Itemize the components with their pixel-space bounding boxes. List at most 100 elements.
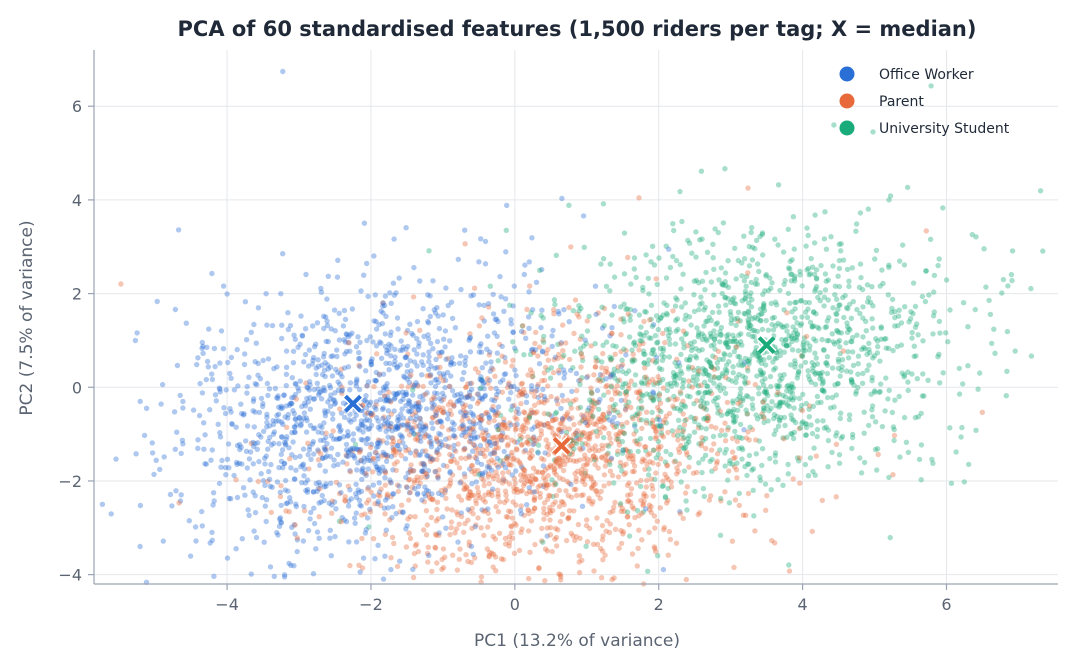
point-parent bbox=[491, 447, 498, 453]
point-parent bbox=[714, 458, 720, 464]
point-parent bbox=[584, 539, 591, 545]
point-parent bbox=[446, 383, 453, 390]
point-parent bbox=[587, 525, 593, 532]
point-university-student bbox=[635, 448, 641, 455]
point-parent bbox=[475, 414, 482, 421]
point-office-worker bbox=[530, 441, 536, 448]
point-parent bbox=[622, 407, 629, 413]
point-university-student bbox=[726, 408, 732, 414]
point-parent bbox=[481, 482, 487, 489]
point-office-worker bbox=[358, 458, 364, 464]
point-office-worker bbox=[373, 406, 379, 412]
point-parent bbox=[809, 528, 815, 535]
point-university-student bbox=[727, 309, 733, 315]
point-parent bbox=[589, 390, 595, 396]
point-university-student bbox=[759, 326, 766, 333]
point-parent bbox=[347, 469, 354, 475]
point-office-worker bbox=[327, 385, 334, 391]
point-office-worker bbox=[137, 502, 144, 509]
point-office-worker bbox=[284, 434, 290, 440]
point-office-worker bbox=[291, 563, 297, 569]
point-university-student bbox=[920, 338, 926, 344]
point-office-worker bbox=[219, 457, 225, 464]
point-university-student bbox=[634, 410, 641, 416]
point-parent bbox=[545, 441, 551, 447]
point-office-worker bbox=[327, 364, 334, 370]
point-university-student bbox=[834, 430, 840, 436]
point-parent bbox=[660, 478, 666, 484]
point-office-worker bbox=[380, 449, 386, 456]
point-university-student bbox=[785, 382, 791, 389]
legend-marker-parent bbox=[839, 93, 855, 109]
point-office-worker bbox=[559, 392, 565, 399]
point-parent bbox=[508, 384, 514, 390]
point-office-worker bbox=[449, 388, 456, 394]
point-university-student bbox=[708, 334, 714, 340]
point-university-student bbox=[846, 301, 853, 308]
point-office-worker bbox=[321, 367, 328, 373]
point-office-worker bbox=[366, 451, 373, 458]
point-office-worker bbox=[431, 402, 437, 408]
point-parent bbox=[501, 425, 507, 432]
point-parent bbox=[504, 455, 510, 461]
point-university-student bbox=[691, 401, 697, 407]
point-parent bbox=[502, 488, 509, 494]
point-office-worker bbox=[443, 285, 449, 291]
point-office-worker bbox=[317, 423, 323, 429]
point-university-student bbox=[640, 351, 647, 357]
point-parent bbox=[612, 387, 618, 393]
point-parent bbox=[470, 441, 476, 447]
point-parent bbox=[533, 438, 540, 444]
point-parent bbox=[409, 411, 416, 418]
point-office-worker bbox=[425, 488, 432, 494]
point-parent bbox=[544, 482, 550, 488]
point-office-worker bbox=[503, 249, 509, 255]
point-parent bbox=[393, 467, 399, 474]
point-university-student bbox=[813, 275, 820, 281]
point-parent bbox=[421, 527, 427, 533]
point-office-worker bbox=[395, 442, 401, 449]
point-university-student bbox=[607, 261, 613, 267]
point-office-worker bbox=[423, 423, 429, 430]
point-university-student bbox=[723, 341, 730, 348]
point-university-student bbox=[809, 324, 815, 330]
point-office-worker bbox=[321, 437, 327, 443]
point-office-worker bbox=[292, 429, 298, 436]
point-parent bbox=[552, 416, 558, 423]
point-parent bbox=[339, 384, 345, 390]
point-university-student bbox=[670, 221, 676, 227]
point-parent bbox=[493, 440, 500, 446]
point-office-worker bbox=[448, 359, 454, 366]
point-office-worker bbox=[416, 452, 422, 458]
point-parent bbox=[472, 445, 479, 451]
point-university-student bbox=[791, 429, 797, 435]
point-parent bbox=[701, 405, 707, 412]
point-parent bbox=[630, 459, 636, 465]
point-university-student bbox=[739, 298, 745, 304]
point-office-worker bbox=[441, 373, 447, 379]
point-university-student bbox=[1003, 393, 1009, 399]
point-office-worker bbox=[307, 422, 314, 429]
point-university-student bbox=[720, 282, 727, 288]
point-parent bbox=[485, 524, 491, 530]
point-university-student bbox=[829, 365, 836, 371]
point-office-worker bbox=[449, 419, 456, 425]
point-university-student bbox=[683, 498, 689, 504]
point-office-worker bbox=[375, 542, 381, 548]
point-parent bbox=[680, 328, 687, 334]
point-office-worker bbox=[576, 378, 582, 384]
point-university-student bbox=[733, 344, 739, 350]
point-office-worker bbox=[464, 394, 470, 400]
point-parent bbox=[461, 486, 467, 492]
point-parent bbox=[333, 479, 340, 486]
point-office-worker bbox=[328, 433, 334, 439]
point-parent bbox=[391, 446, 397, 453]
point-office-worker bbox=[425, 320, 432, 326]
point-office-worker bbox=[592, 283, 599, 289]
point-office-worker bbox=[203, 461, 209, 467]
point-parent bbox=[449, 472, 456, 478]
point-office-worker bbox=[355, 487, 361, 493]
point-parent bbox=[550, 370, 557, 376]
point-university-student bbox=[763, 273, 769, 279]
point-university-student bbox=[813, 276, 820, 282]
